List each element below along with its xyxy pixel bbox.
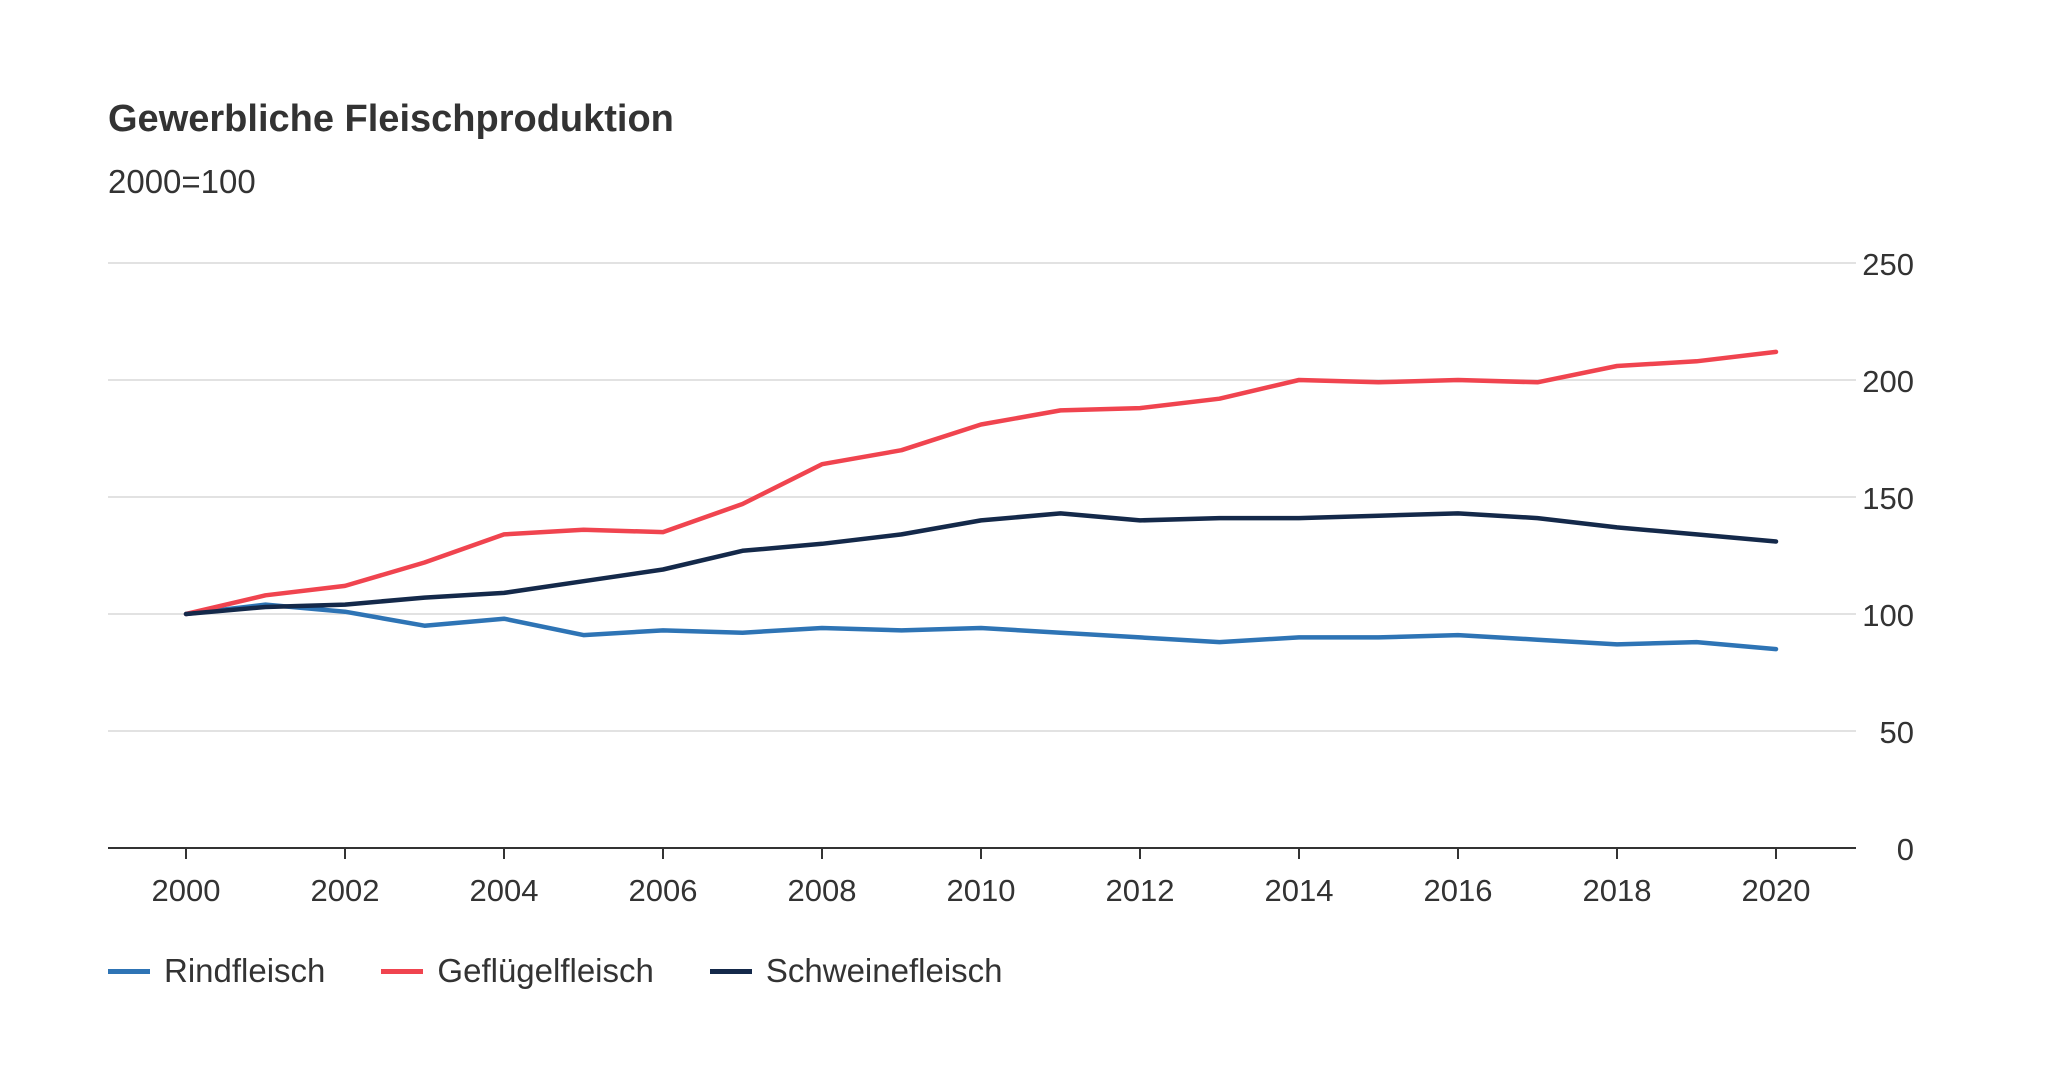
- series-line-gefluegelfleisch: [183, 349, 1779, 617]
- legend-swatch-rindfleisch: [108, 968, 150, 974]
- x-tick-label-2018: 2018: [1583, 873, 1652, 908]
- x-tick-label-2004: 2004: [470, 873, 539, 908]
- x-tick-label-2014: 2014: [1265, 873, 1334, 908]
- legend-label-gefluegelfleisch: Geflügelfleisch: [437, 952, 654, 989]
- y-tick-label-0: 0: [1897, 832, 1914, 867]
- y-tick-label-200: 200: [1862, 364, 1914, 399]
- legend-item-rindfleisch: Rindfleisch: [108, 952, 325, 990]
- y-tick-label-100: 100: [1862, 598, 1914, 633]
- x-tick-label-2008: 2008: [788, 873, 857, 908]
- legend-item-schweinefleisch: Schweinefleisch: [709, 952, 1003, 990]
- y-tick-label-250: 250: [1862, 247, 1914, 282]
- chart-subtitle: 2000=100: [108, 163, 256, 200]
- x-tick-label-2020: 2020: [1742, 873, 1811, 908]
- chart-legend: Rindfleisch Geflügelfleisch Schweineflei…: [108, 952, 1059, 990]
- legend-swatch-schweinefleisch: [709, 968, 752, 974]
- legend-item-gefluegelfleisch: Geflügelfleisch: [381, 952, 654, 990]
- chart-title: Gewerbliche Fleischproduktion: [108, 98, 674, 140]
- x-tick-label-2012: 2012: [1106, 873, 1175, 908]
- x-tick-label-2002: 2002: [311, 873, 380, 908]
- series-line-schweinefleisch: [183, 511, 1779, 617]
- x-tick-label-2000: 2000: [152, 873, 221, 908]
- legend-swatch-gefluegelfleisch: [381, 968, 424, 974]
- series-line-rindfleisch: [183, 602, 1779, 652]
- y-tick-label-50: 50: [1880, 715, 1914, 750]
- x-tick-label-2006: 2006: [629, 873, 698, 908]
- legend-label-schweinefleisch: Schweinefleisch: [765, 952, 1003, 989]
- legend-label-rindfleisch: Rindfleisch: [164, 952, 326, 989]
- x-tick-label-2010: 2010: [947, 873, 1016, 908]
- y-tick-label-150: 150: [1862, 481, 1914, 516]
- x-tick-label-2016: 2016: [1424, 873, 1493, 908]
